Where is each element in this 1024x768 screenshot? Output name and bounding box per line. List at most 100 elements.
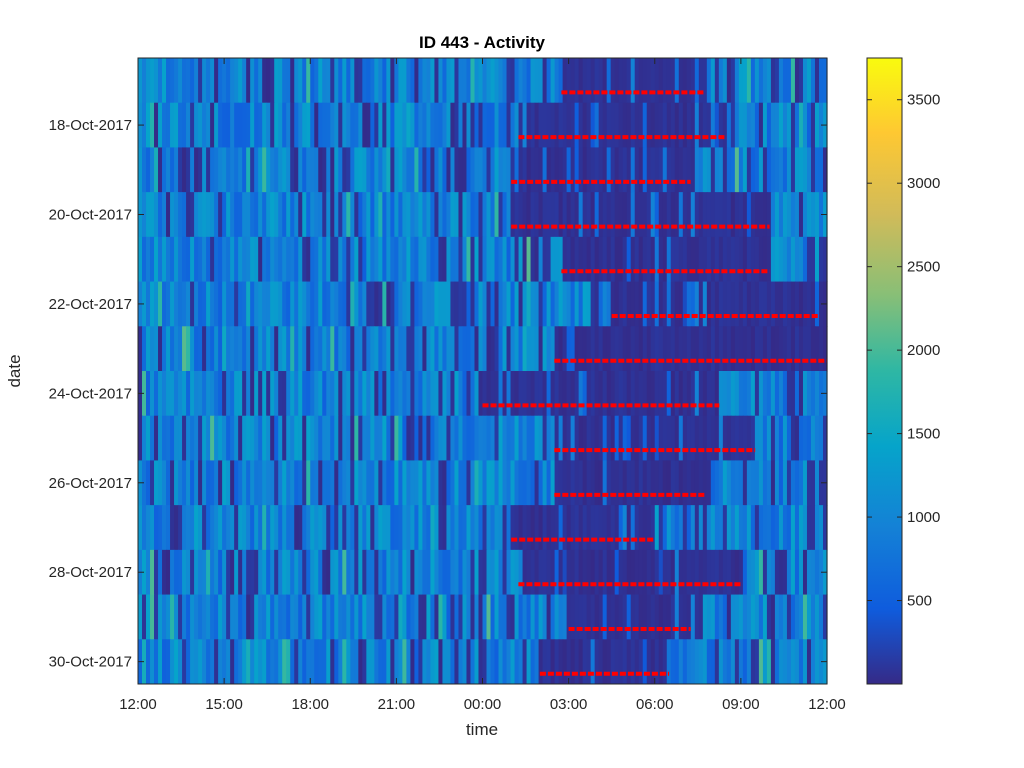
heatmap-cell [302,58,307,104]
heatmap-cell [246,505,251,551]
heatmap-cell [390,460,395,506]
heatmap-cell [158,326,163,372]
heatmap-cell [366,326,371,372]
heatmap-cell [238,639,243,685]
heatmap-cell [374,236,379,282]
heatmap-cell [378,639,383,685]
heatmap-cell [194,594,199,640]
heatmap-cell [726,549,732,595]
heatmap-cell [794,415,800,461]
heatmap-cell [322,639,327,685]
heatmap-cell [458,371,464,417]
y-tick-label: 18-Oct-2017 [49,117,132,134]
heatmap-cell [386,415,391,461]
heatmap-cell [810,594,816,640]
heatmap-cell [390,371,395,417]
heatmap-cell [342,326,347,372]
heatmap-cell [754,326,760,372]
heatmap-cell [538,639,544,685]
heatmap-cell [442,415,448,461]
heatmap-cell [690,639,696,685]
heatmap-cell [666,102,672,148]
heatmap-cell [570,460,576,506]
heatmap-cell [314,505,319,551]
heatmap-cell [626,639,632,685]
heatmap-cell [318,102,323,148]
heatmap-cell [802,281,808,327]
heatmap-cell [794,58,800,104]
heatmap-cell [754,192,760,238]
heatmap-cell [674,371,680,417]
heatmap-cell [506,192,512,238]
heatmap-cell [458,594,464,640]
heatmap-cell [202,192,207,238]
heatmap-cell [714,58,720,104]
heatmap-cell [470,505,476,551]
heatmap-cell [434,549,440,595]
heatmap-cell [486,505,492,551]
heatmap-cell [294,58,299,104]
heatmap-cell [322,460,327,506]
heatmap-cell [746,594,752,640]
heatmap-cell [254,505,259,551]
heatmap-cell [466,639,472,685]
heatmap-cell [258,415,263,461]
heatmap-cell [510,58,516,104]
heatmap-cell [390,549,395,595]
heatmap-cell [594,460,600,506]
heatmap-cell [706,415,712,461]
heatmap-cell [774,415,780,461]
heatmap-cell [674,505,680,551]
heatmap-cell [310,460,315,506]
heatmap-cell [678,281,684,327]
heatmap-cell [338,415,343,461]
heatmap-cell [410,460,416,506]
heatmap-cell [254,102,259,148]
heatmap-cell [162,639,167,685]
heatmap-cell [662,281,668,327]
heatmap-cell [250,460,255,506]
heatmap-cell [190,415,195,461]
heatmap-cell [586,236,592,282]
heatmap-cell [262,639,267,685]
heatmap-cell [774,236,780,282]
heatmap-cell [750,594,756,640]
heatmap-cell [638,236,644,282]
heatmap-cell [226,326,231,372]
heatmap-cell [730,147,736,193]
heatmap-cell [810,639,816,685]
heatmap-cell [518,281,524,327]
heatmap-cell [718,326,724,372]
heatmap-cell [410,192,416,238]
heatmap-cell [746,549,752,595]
heatmap-cell [330,58,335,104]
heatmap-cell [186,58,191,104]
heatmap-cell [262,236,267,282]
heatmap-cell [622,371,628,417]
heatmap-cell [778,549,784,595]
heatmap-cell [374,505,379,551]
heatmap-cell [150,639,155,685]
heatmap-cell [754,639,760,685]
heatmap-cell [518,505,524,551]
heatmap-cell [798,415,804,461]
heatmap-cell [414,281,420,327]
heatmap-cell [270,281,275,327]
heatmap-cell [806,192,812,238]
heatmap-cell [494,326,500,372]
heatmap-cell [466,415,472,461]
heatmap-cell [230,371,235,417]
heatmap-cell [454,192,460,238]
heatmap-cell [814,102,820,148]
heatmap-cell [466,102,472,148]
heatmap-cell [174,415,179,461]
heatmap-cell [306,371,311,417]
heatmap-cell [302,147,307,193]
heatmap-cell [222,639,227,685]
heatmap-cell [558,147,564,193]
heatmap-cell [646,326,652,372]
heatmap-cell [794,102,800,148]
heatmap-cell [814,639,820,685]
heatmap-cell [366,102,371,148]
